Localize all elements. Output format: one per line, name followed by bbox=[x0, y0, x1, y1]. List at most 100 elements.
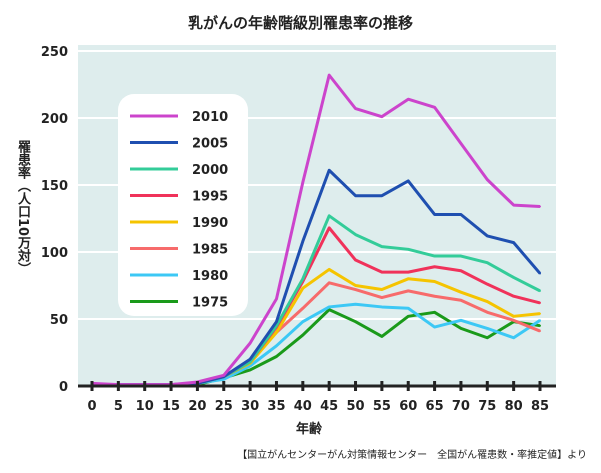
data-point bbox=[512, 295, 515, 298]
x-tick-label: 80 bbox=[505, 399, 523, 414]
source-note: 【国立がんセンターがん対策情報センター 全国がん罹患数・率推定値】より bbox=[237, 450, 587, 461]
data-point bbox=[275, 297, 278, 300]
data-point bbox=[486, 311, 489, 314]
data-point bbox=[459, 255, 462, 258]
y-tick-label: 50 bbox=[50, 313, 68, 328]
x-tick-label: 10 bbox=[136, 399, 154, 414]
data-point bbox=[407, 277, 410, 280]
data-point bbox=[301, 181, 304, 184]
data-point bbox=[249, 360, 252, 363]
y-tick-label: 250 bbox=[41, 45, 68, 60]
data-point bbox=[328, 169, 331, 172]
chart-title: 乳がんの年齢階級別罹患率の推移 bbox=[187, 14, 413, 32]
x-tick-label: 50 bbox=[346, 399, 364, 414]
data-point bbox=[433, 326, 436, 329]
data-point bbox=[459, 299, 462, 302]
x-tick-label: 5 bbox=[114, 399, 123, 414]
legend-label: 1995 bbox=[192, 190, 228, 205]
x-tick-label: 55 bbox=[373, 399, 391, 414]
data-point bbox=[486, 327, 489, 330]
data-point bbox=[380, 271, 383, 274]
data-point bbox=[539, 205, 541, 208]
data-point bbox=[380, 115, 383, 118]
data-point bbox=[301, 320, 304, 323]
legend-label: 1980 bbox=[192, 269, 228, 284]
data-point bbox=[301, 307, 304, 310]
data-point bbox=[354, 284, 357, 287]
data-point bbox=[354, 194, 357, 197]
data-point bbox=[407, 307, 410, 310]
data-point bbox=[512, 319, 515, 322]
data-point bbox=[486, 283, 489, 286]
data-point bbox=[249, 342, 252, 345]
data-point bbox=[539, 272, 541, 275]
data-point bbox=[328, 281, 331, 284]
data-point bbox=[249, 358, 252, 361]
data-point bbox=[328, 74, 331, 77]
legend-label: 2000 bbox=[192, 163, 228, 178]
data-point bbox=[433, 106, 436, 109]
x-tick-label: 0 bbox=[87, 399, 96, 414]
data-point bbox=[512, 315, 515, 318]
data-point bbox=[459, 291, 462, 294]
y-tick-label: 0 bbox=[59, 380, 68, 395]
x-tick-label: 40 bbox=[294, 399, 312, 414]
data-point bbox=[433, 265, 436, 268]
x-tick-label: 15 bbox=[162, 399, 180, 414]
data-point bbox=[433, 213, 436, 216]
data-point bbox=[380, 245, 383, 248]
data-point bbox=[407, 248, 410, 251]
data-point bbox=[328, 305, 331, 308]
x-tick-label: 65 bbox=[426, 399, 444, 414]
data-point bbox=[486, 178, 489, 181]
data-point bbox=[380, 335, 383, 338]
data-point bbox=[539, 319, 541, 322]
x-tick-label: 70 bbox=[452, 399, 470, 414]
data-point bbox=[433, 255, 436, 258]
data-point bbox=[275, 355, 278, 358]
data-point bbox=[407, 98, 410, 101]
data-point bbox=[354, 259, 357, 262]
x-tick-label: 30 bbox=[241, 399, 259, 414]
legend bbox=[118, 94, 248, 316]
data-point bbox=[407, 179, 410, 182]
data-point bbox=[512, 241, 515, 244]
data-point bbox=[275, 331, 278, 334]
legend-label: 1990 bbox=[192, 216, 228, 231]
data-point bbox=[328, 268, 331, 271]
data-point bbox=[407, 271, 410, 274]
data-point bbox=[486, 261, 489, 264]
data-point bbox=[275, 344, 278, 347]
data-point bbox=[301, 334, 304, 337]
data-point bbox=[486, 336, 489, 339]
data-point bbox=[407, 289, 410, 292]
data-point bbox=[354, 233, 357, 236]
data-point bbox=[486, 300, 489, 303]
data-point bbox=[459, 327, 462, 330]
data-point bbox=[328, 214, 331, 217]
data-point bbox=[354, 320, 357, 323]
data-point bbox=[328, 226, 331, 229]
data-point bbox=[539, 324, 541, 327]
data-point bbox=[275, 320, 278, 323]
x-tick-label: 25 bbox=[215, 399, 233, 414]
data-point bbox=[249, 368, 252, 371]
data-point bbox=[512, 336, 515, 339]
data-point bbox=[512, 276, 515, 279]
data-point bbox=[275, 324, 278, 327]
legend-label: 1985 bbox=[192, 243, 228, 258]
y-tick-label: 100 bbox=[41, 246, 68, 261]
x-tick-label: 75 bbox=[478, 399, 496, 414]
data-point bbox=[539, 301, 541, 304]
data-point bbox=[433, 280, 436, 283]
data-point bbox=[301, 240, 304, 243]
data-point bbox=[354, 303, 357, 306]
data-point bbox=[459, 319, 462, 322]
data-point bbox=[380, 194, 383, 197]
data-point bbox=[354, 107, 357, 110]
data-point bbox=[301, 277, 304, 280]
data-point bbox=[380, 296, 383, 299]
data-point bbox=[354, 288, 357, 291]
data-point bbox=[486, 234, 489, 237]
